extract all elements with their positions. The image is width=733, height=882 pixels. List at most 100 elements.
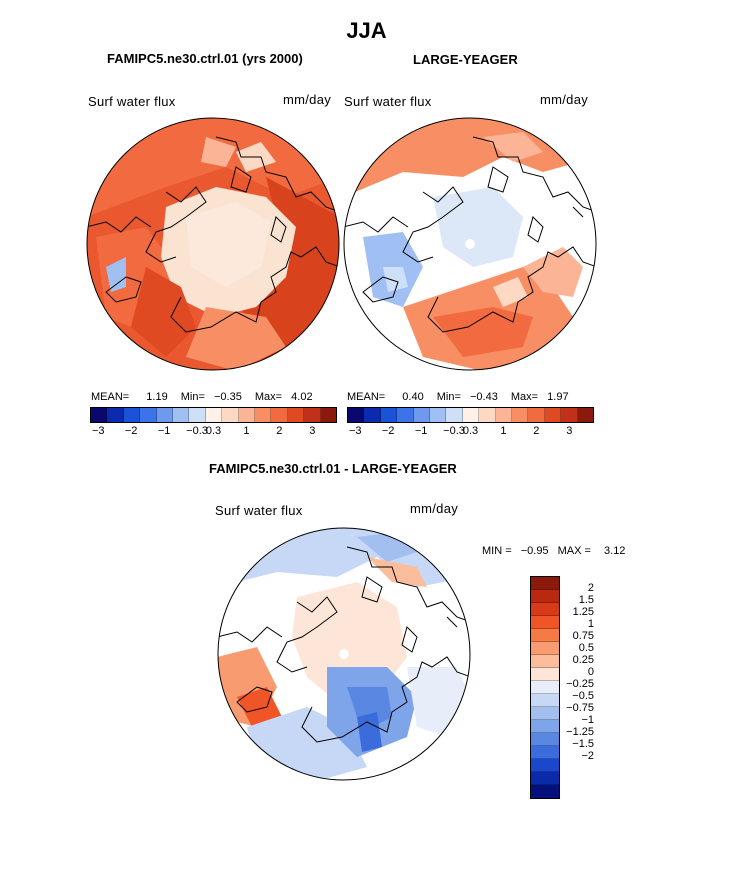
colorbar-swatch xyxy=(287,408,305,422)
colorbar-swatch xyxy=(531,759,559,772)
colorbar-swatch xyxy=(238,408,256,422)
colorbar-tick-label: 0 xyxy=(587,666,594,678)
colorbar-tick-label: 2 xyxy=(533,425,540,437)
mean-value: 1.19 xyxy=(146,391,168,403)
colorbar-tick-label: 2 xyxy=(276,425,283,437)
colorbar-tick-label: −0.75 xyxy=(566,702,594,714)
figure-title: JJA xyxy=(346,18,387,43)
panel-2-map xyxy=(343,117,597,371)
colorbar-swatch xyxy=(173,408,190,422)
panel-2-units: mm/day xyxy=(540,92,589,107)
colorbar-tick-label: −3 xyxy=(91,425,105,437)
min-label: Min= xyxy=(436,391,461,403)
colorbar-swatch xyxy=(531,733,559,746)
colorbar-tick-label: 0.75 xyxy=(572,630,594,642)
colorbar-tick-label: −1 xyxy=(581,714,594,726)
max-label: MAX = xyxy=(557,545,591,557)
max-value: 3.12 xyxy=(604,545,626,557)
colorbar-tick-label: 3 xyxy=(309,425,316,437)
panel-2-stats: MEAN= 0.40 Min= −0.43 Max= 1.97 xyxy=(347,391,569,403)
colorbar-tick-label: 0.3 xyxy=(205,425,222,437)
panel-1-title: FAMIPC5.ne30.ctrl.01 (yrs 2000) xyxy=(107,51,303,66)
colorbar-swatch xyxy=(531,655,559,668)
min-value: −0.35 xyxy=(213,391,242,403)
colorbar-swatch xyxy=(531,785,559,798)
panel-2-title: LARGE-YEAGER xyxy=(413,52,518,67)
panel-2-colorbar-ticks: −3 −2 −1 −0.3 0.3 1 2 3 xyxy=(347,425,594,439)
panel-1-variable: Surf water flux xyxy=(88,94,176,109)
colorbar-swatch xyxy=(531,694,559,707)
colorbar-swatch xyxy=(413,408,431,422)
colorbar-tick-label: −2 xyxy=(124,425,138,437)
panel-3-stats: MIN = −0.95 MAX = 3.12 xyxy=(482,545,625,557)
colorbar-swatch xyxy=(531,590,559,603)
colorbar-swatch xyxy=(140,408,157,422)
colorbar-swatch xyxy=(189,408,206,422)
panel-3-variable: Surf water flux xyxy=(215,503,303,518)
colorbar-tick-label: 1.5 xyxy=(578,594,594,606)
colorbar-swatch xyxy=(255,408,272,422)
panel-1-colorbar xyxy=(90,407,337,423)
colorbar-tick-label: 0.25 xyxy=(572,654,594,666)
panel-1-stats: MEAN= 1.19 Min= −0.35 Max= 4.02 xyxy=(91,391,313,403)
colorbar-swatch xyxy=(430,408,447,422)
colorbar-swatch xyxy=(495,408,513,422)
colorbar-tick-label: −1 xyxy=(414,425,428,437)
colorbar-swatch xyxy=(205,408,223,422)
colorbar-tick-label: −0.3 xyxy=(186,425,208,437)
min-label: Min= xyxy=(180,391,205,403)
panel-3-title: FAMIPC5.ne30.ctrl.01 - LARGE-YEAGER xyxy=(209,461,457,476)
colorbar-tick-label: −0.5 xyxy=(572,690,594,702)
colorbar-swatch xyxy=(531,577,559,590)
colorbar-swatch xyxy=(348,408,365,422)
colorbar-swatch xyxy=(531,616,559,629)
panel-1-colorbar-ticks: −3 −2 −1 −0.3 0.3 1 2 3 xyxy=(90,425,337,439)
colorbar-swatch xyxy=(531,642,559,655)
colorbar-swatch xyxy=(320,408,337,422)
panel-1-units: mm/day xyxy=(283,92,332,107)
colorbar-swatch xyxy=(304,408,321,422)
colorbar-swatch xyxy=(531,746,559,759)
colorbar-swatch xyxy=(446,408,463,422)
colorbar-swatch xyxy=(531,707,559,720)
colorbar-swatch xyxy=(528,408,545,422)
colorbar-tick-label: −2 xyxy=(581,750,594,762)
min-value: −0.95 xyxy=(520,545,549,557)
colorbar-tick-label: 2 xyxy=(587,582,594,594)
colorbar-tick-label: 0.3 xyxy=(462,425,479,437)
panel-2-variable: Surf water flux xyxy=(344,94,432,109)
colorbar-tick-label: −1.5 xyxy=(572,738,594,750)
max-value: 1.97 xyxy=(547,391,569,403)
panel-3-map xyxy=(217,527,471,781)
colorbar-swatch xyxy=(531,603,559,616)
colorbar-swatch xyxy=(531,668,559,681)
min-value: −0.43 xyxy=(469,391,498,403)
colorbar-swatch xyxy=(364,408,381,422)
colorbar-swatch xyxy=(123,408,141,422)
colorbar-swatch xyxy=(561,408,578,422)
min-label: MIN = xyxy=(482,545,512,557)
colorbar-swatch xyxy=(531,772,559,785)
colorbar-tick-label: 1 xyxy=(587,618,594,630)
colorbar-swatch xyxy=(531,629,559,642)
panel-3-units: mm/day xyxy=(410,501,459,516)
mean-label: MEAN= xyxy=(91,391,130,403)
colorbar-swatch xyxy=(577,408,594,422)
colorbar-tick-label: 1 xyxy=(243,425,250,437)
colorbar-swatch xyxy=(531,681,559,694)
colorbar-swatch xyxy=(107,408,124,422)
colorbar-swatch xyxy=(512,408,529,422)
mean-label: MEAN= xyxy=(347,391,386,403)
panel-3-colorbar-ticks: 2 1.5 1.25 1 0.75 0.5 0.25 0 −0.25 −0.5 −0.75 −1 −1.… xyxy=(548,576,594,780)
panel-1-map xyxy=(86,117,340,371)
colorbar-tick-label: 3 xyxy=(566,425,573,437)
colorbar-tick-label: −3 xyxy=(348,425,362,437)
colorbar-swatch xyxy=(271,408,288,422)
max-label: Max= xyxy=(510,391,539,403)
colorbar-swatch xyxy=(462,408,480,422)
colorbar-tick-label: −1.25 xyxy=(566,726,594,738)
colorbar-tick-label: −2 xyxy=(381,425,395,437)
max-value: 4.02 xyxy=(291,391,313,403)
colorbar-swatch xyxy=(91,408,108,422)
colorbar-swatch xyxy=(397,408,414,422)
